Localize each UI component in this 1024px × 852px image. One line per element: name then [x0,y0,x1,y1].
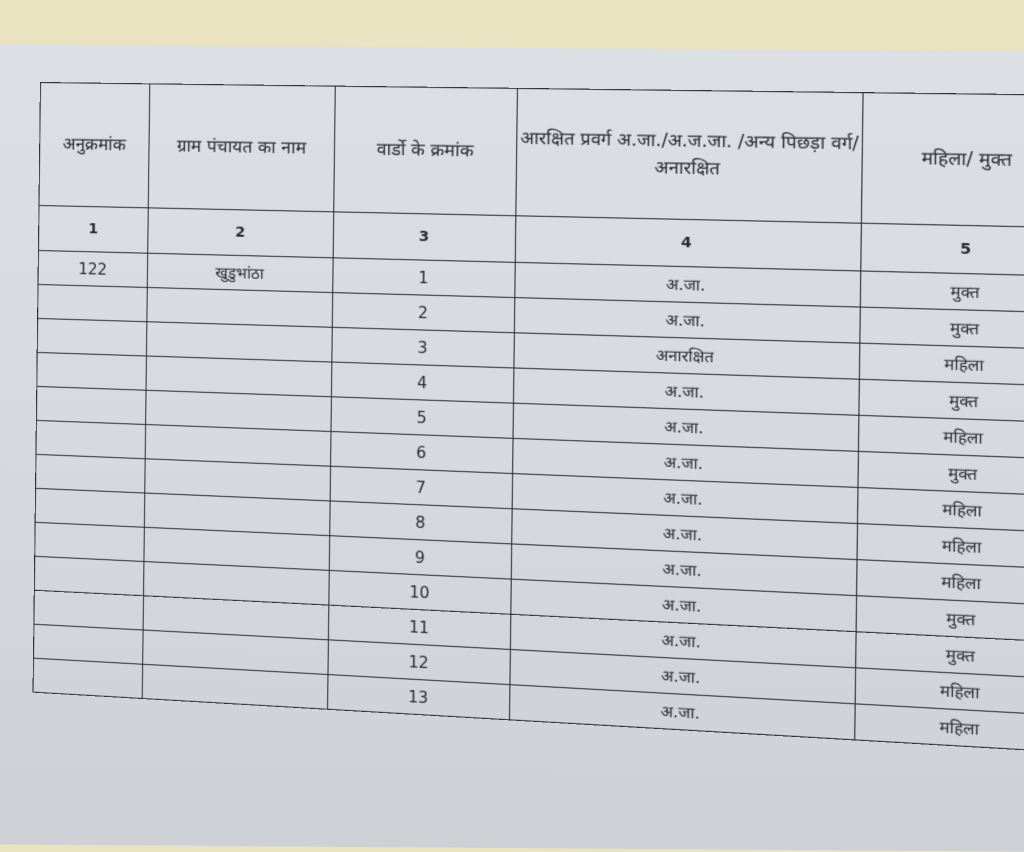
cell-serial [36,386,147,425]
cell-serial [35,420,146,459]
cell-serial [36,352,147,391]
header-type: महिला/ मुक्त [861,92,1024,228]
cell-serial [33,590,144,631]
column-number: 2 [147,207,334,258]
cell-serial [35,454,146,494]
column-number: 3 [333,211,516,263]
cell-serial [33,658,143,699]
cell-panchayat: खुडुभांठा [147,253,334,293]
reservation-table-wrapper: अनुक्रमांक ग्राम पंचायत का नाम वार्डो के… [33,82,1024,755]
header-ward: वार्डो के क्रमांक [333,86,518,216]
cell-serial [37,318,147,356]
cell-serial: 122 [38,250,148,288]
column-number: 5 [860,223,1024,277]
header-serial: अनुक्रमांक [38,82,150,208]
cell-panchayat [146,287,333,328]
cell-ward: 2 [332,292,515,333]
ward-reservation-table: अनुक्रमांक ग्राम पंचायत का नाम वार्डो के… [33,82,1024,753]
cell-type: मुक्त [860,270,1024,313]
cell-serial [34,522,145,562]
header-row: अनुक्रमांक ग्राम पंचायत का नाम वार्डो के… [38,82,1024,228]
cell-ward: 3 [331,327,515,368]
cell-serial [37,284,148,322]
header-panchayat: ग्राम पंचायत का नाम [148,83,336,212]
cell-ward: 1 [332,257,516,298]
cell-serial [35,488,145,528]
header-category: आरक्षित प्रवर्ग अ.जा./अ.ज.जा. /अन्य पिछड… [515,88,864,224]
column-number: 1 [38,205,149,254]
cell-serial [34,556,144,596]
